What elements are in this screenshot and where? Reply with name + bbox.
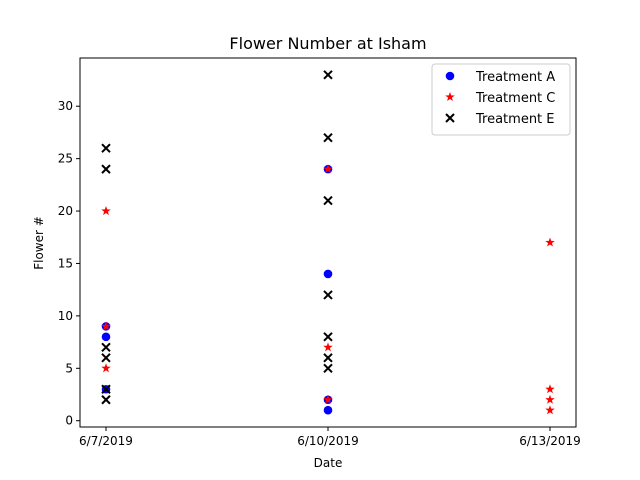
data-point: [323, 132, 333, 143]
data-point: [323, 353, 333, 363]
data-point: [323, 269, 333, 279]
data-point: [101, 395, 111, 405]
data-point: [323, 363, 333, 374]
data-point: [323, 164, 333, 174]
data-point: [101, 143, 111, 153]
data-point: [323, 332, 333, 342]
data-point: [101, 332, 111, 342]
data-point: [101, 164, 111, 174]
y-tick-label: 25: [58, 152, 73, 166]
data-point: [101, 363, 111, 373]
data-point: [323, 342, 333, 352]
y-tick-label: 0: [65, 414, 73, 428]
legend: Treatment A Treatment C Treatment E: [431, 63, 571, 136]
data-point: [101, 353, 111, 363]
plot-area: 0 5 10 15 20 25 30 6/7/2019 6/10/2019 6/13/2019: [58, 70, 581, 448]
y-tick-label: 10: [58, 309, 73, 323]
data-point: [101, 384, 111, 394]
legend-label: Treatment E: [475, 112, 555, 127]
legend-marker: [445, 113, 455, 123]
legend-box: [431, 63, 571, 136]
chart-title: Flower Number at Isham: [229, 34, 426, 53]
x-tick-label: 6/7/2019: [79, 434, 133, 448]
legend-marker: [445, 92, 455, 102]
x-tick-label: 6/13/2019: [519, 434, 581, 448]
data-point: [545, 237, 555, 247]
y-axis-label: Flower #: [32, 216, 46, 270]
data-point: [323, 405, 333, 415]
data-point: [545, 405, 555, 415]
y-tick-label: 20: [58, 204, 73, 218]
y-tick-label: 5: [65, 361, 73, 375]
data-point: [323, 195, 333, 206]
plot-frame: [79, 57, 577, 428]
data-point: [545, 384, 555, 394]
data-point: [101, 206, 111, 216]
series-treatment-e: [101, 70, 333, 405]
series-treatment-c: [101, 164, 555, 415]
x-tick-label: 6/10/2019: [297, 434, 359, 448]
data-point: [101, 321, 111, 331]
y-tick-label: 15: [58, 256, 73, 270]
legend-marker: [445, 71, 455, 81]
data-point: [545, 394, 555, 404]
data-point: [323, 70, 333, 80]
legend-label: Treatment A: [475, 70, 555, 85]
x-axis-label: Date: [314, 456, 343, 470]
y-tick-label: 30: [58, 99, 73, 113]
data-point: [101, 342, 111, 353]
data-point: [323, 290, 333, 300]
data-point: [323, 394, 333, 404]
legend-label: Treatment C: [475, 91, 555, 106]
